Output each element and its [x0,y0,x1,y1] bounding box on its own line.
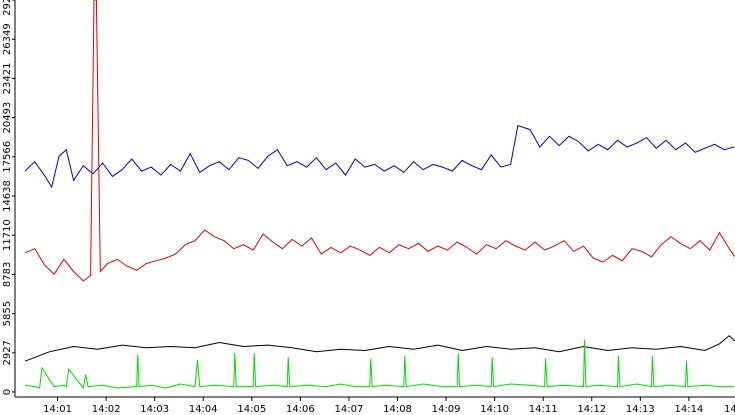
x-tick-label: 14:06 [286,404,315,415]
x-tick-labels: 14:01 14:02 14:03 14:04 14:05 14:06 14:07 14:08… [43,397,735,415]
y-tick-label: 11710 [2,219,13,251]
y-tick-label: 5855 [2,301,13,326]
x-tick-label: 14:01 [43,404,72,415]
x-tick-label: 14:09 [432,404,461,415]
y-tick-label: 14638 [2,180,13,212]
x-tick-label: 14:05 [237,404,266,415]
y-tick-label: 20493 [2,102,13,134]
x-tick-label: 14:14 [674,404,703,415]
x-tick-label: 14:08 [383,404,412,415]
y-tick-label: 2927 [2,340,13,365]
series-line-2 [24,335,735,362]
x-tick-label: 14:04 [189,404,218,415]
x-tick-label: 14:10 [480,404,509,415]
y-tick-label: 26349 [2,23,13,55]
y-tick-labels: 0 2927 5855 8783 11710 14638 17566 20493 23421 26… [2,0,15,395]
x-tick-label: 14:11 [529,404,558,415]
x-tick-label: 14:13 [626,404,655,415]
x-tick-label: 14:02 [92,404,121,415]
y-tick-label: 29277 [2,0,13,16]
series-line-1 [24,0,735,282]
y-tick-label: 17566 [2,141,13,173]
x-tick-label: 14:03 [140,404,169,415]
y-tick-label: 23421 [2,63,13,95]
y-tick-label: 8783 [2,262,13,287]
series-line-3 [24,339,734,390]
x-tick-label: 14:07 [335,404,364,415]
x-tick-label: 14 [724,404,735,415]
y-tick-label: 0 [2,389,13,395]
series-layer [24,0,735,390]
series-line-0 [24,124,735,189]
x-tick-label: 14:12 [577,404,606,415]
